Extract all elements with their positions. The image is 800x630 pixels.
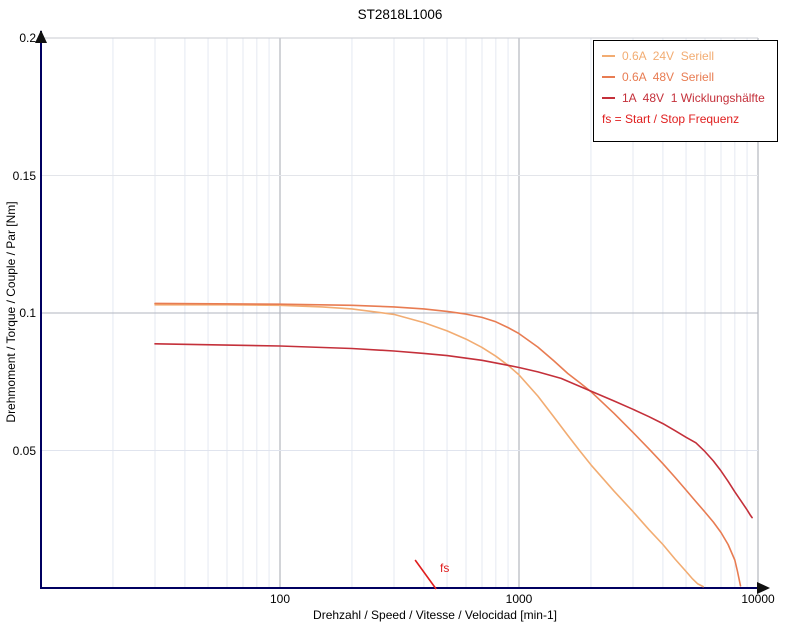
fs-marker-line bbox=[414, 559, 437, 590]
fs-marker-label: fs bbox=[440, 561, 450, 575]
curve-2 bbox=[154, 342, 753, 519]
chart-title: ST2818L1006 bbox=[357, 7, 443, 22]
x-tick-label: 100 bbox=[269, 592, 291, 606]
y-tick-label: 0.15 bbox=[12, 168, 36, 183]
legend-item: 1A 48V 1 Wicklungshälfte bbox=[602, 87, 777, 108]
legend-swatch bbox=[602, 54, 615, 57]
legend-note: fs = Start / Stop Frequenz bbox=[602, 111, 740, 126]
legend-item-label: 1A 48V 1 Wicklungshälfte bbox=[622, 90, 765, 105]
legend-swatch bbox=[602, 96, 615, 99]
curve-0 bbox=[154, 303, 705, 588]
legend-item: 0.6A 48V Seriell bbox=[602, 66, 777, 87]
y-tick-label: 0.05 bbox=[12, 443, 36, 458]
legend-swatch bbox=[602, 75, 615, 78]
y-tick-label: 0.1 bbox=[19, 306, 36, 320]
y-axis-arrow bbox=[35, 30, 47, 43]
legend-item-label: 0.6A 24V Seriell bbox=[622, 48, 715, 63]
legend: 0.6A 24V Seriell 0.6A 48V Seriell 1A 48V 1… bbox=[593, 40, 778, 142]
x-axis-arrow bbox=[757, 582, 770, 594]
legend-item-label: 0.6A 48V Seriell bbox=[622, 69, 715, 84]
x-axis-label: Drehzahl / Speed / Vitesse / Velocidad [… bbox=[313, 608, 557, 622]
x-tick-label: 10000 bbox=[741, 592, 775, 606]
x-tick-label: 1000 bbox=[505, 592, 533, 606]
legend-item: 0.6A 24V Seriell bbox=[602, 45, 777, 66]
y-tick-label: 0.2 bbox=[19, 31, 36, 45]
